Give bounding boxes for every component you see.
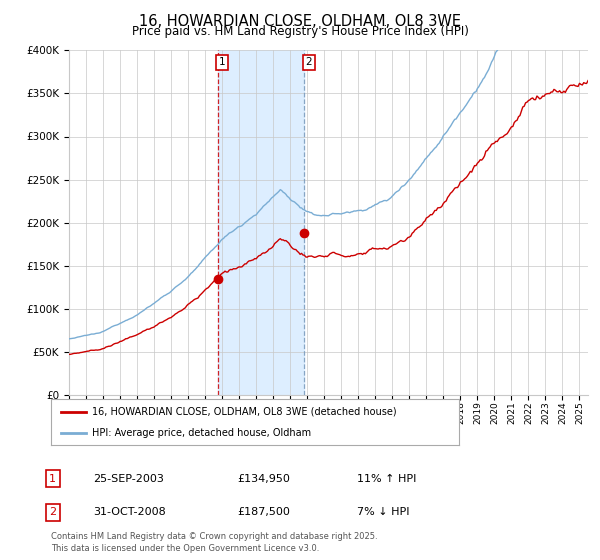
Text: 1: 1 [49, 474, 56, 484]
Text: 1: 1 [219, 58, 226, 67]
Text: Price paid vs. HM Land Registry's House Price Index (HPI): Price paid vs. HM Land Registry's House … [131, 25, 469, 38]
Text: 11% ↑ HPI: 11% ↑ HPI [357, 474, 416, 484]
Text: 16, HOWARDIAN CLOSE, OLDHAM, OL8 3WE (detached house): 16, HOWARDIAN CLOSE, OLDHAM, OL8 3WE (de… [92, 407, 397, 417]
Text: 25-SEP-2003: 25-SEP-2003 [93, 474, 164, 484]
Text: 7% ↓ HPI: 7% ↓ HPI [357, 507, 409, 517]
Text: HPI: Average price, detached house, Oldham: HPI: Average price, detached house, Oldh… [92, 428, 311, 438]
Text: £134,950: £134,950 [237, 474, 290, 484]
Bar [218, 50, 304, 395]
Text: 16, HOWARDIAN CLOSE, OLDHAM, OL8 3WE: 16, HOWARDIAN CLOSE, OLDHAM, OL8 3WE [139, 14, 461, 29]
Text: 31-OCT-2008: 31-OCT-2008 [93, 507, 166, 517]
Text: Contains HM Land Registry data © Crown copyright and database right 2025.
This d: Contains HM Land Registry data © Crown c… [51, 533, 377, 553]
Text: £187,500: £187,500 [237, 507, 290, 517]
Text: 2: 2 [49, 507, 56, 517]
Text: 2: 2 [305, 58, 313, 67]
